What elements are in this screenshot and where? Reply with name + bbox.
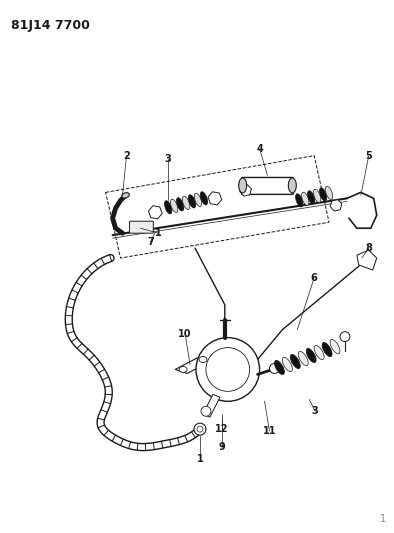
Ellipse shape — [122, 192, 129, 198]
Ellipse shape — [177, 198, 184, 211]
Text: 81J14 7700: 81J14 7700 — [11, 19, 90, 33]
Ellipse shape — [188, 195, 196, 208]
FancyBboxPatch shape — [242, 177, 293, 195]
Ellipse shape — [314, 345, 324, 360]
Text: 4: 4 — [256, 143, 263, 154]
Text: 8: 8 — [365, 243, 372, 253]
Polygon shape — [203, 394, 220, 417]
Text: 10: 10 — [178, 329, 192, 338]
Ellipse shape — [194, 193, 202, 206]
Circle shape — [269, 364, 279, 374]
Circle shape — [194, 423, 206, 435]
Ellipse shape — [275, 360, 284, 375]
Text: 6: 6 — [311, 273, 318, 283]
Text: 1: 1 — [155, 228, 162, 238]
Ellipse shape — [314, 189, 321, 203]
Text: 1: 1 — [379, 514, 386, 523]
Ellipse shape — [301, 192, 309, 206]
Ellipse shape — [200, 192, 208, 205]
Ellipse shape — [199, 357, 207, 362]
Ellipse shape — [182, 196, 190, 209]
Circle shape — [206, 348, 250, 391]
Ellipse shape — [239, 178, 247, 193]
Circle shape — [201, 406, 211, 416]
Ellipse shape — [179, 367, 187, 373]
Text: 12: 12 — [215, 424, 229, 434]
Text: 1: 1 — [197, 454, 203, 464]
Ellipse shape — [320, 188, 327, 201]
Ellipse shape — [298, 351, 308, 366]
Circle shape — [197, 426, 203, 432]
Ellipse shape — [165, 201, 172, 214]
Text: 9: 9 — [218, 442, 225, 452]
Ellipse shape — [296, 193, 303, 207]
Text: 5: 5 — [365, 151, 372, 160]
Text: 11: 11 — [263, 426, 276, 436]
Ellipse shape — [288, 178, 296, 193]
Text: 3: 3 — [165, 154, 171, 164]
Ellipse shape — [306, 349, 316, 362]
Circle shape — [196, 337, 260, 401]
Ellipse shape — [325, 186, 333, 199]
Ellipse shape — [322, 343, 332, 357]
Text: 3: 3 — [312, 406, 318, 416]
Text: 7: 7 — [147, 237, 154, 247]
Ellipse shape — [290, 354, 300, 369]
Text: 2: 2 — [123, 151, 130, 160]
Polygon shape — [357, 250, 377, 270]
Ellipse shape — [330, 340, 340, 354]
Circle shape — [340, 332, 350, 342]
Ellipse shape — [307, 191, 315, 204]
Ellipse shape — [171, 199, 178, 213]
Ellipse shape — [282, 358, 292, 372]
FancyBboxPatch shape — [130, 221, 153, 233]
Polygon shape — [175, 358, 210, 374]
